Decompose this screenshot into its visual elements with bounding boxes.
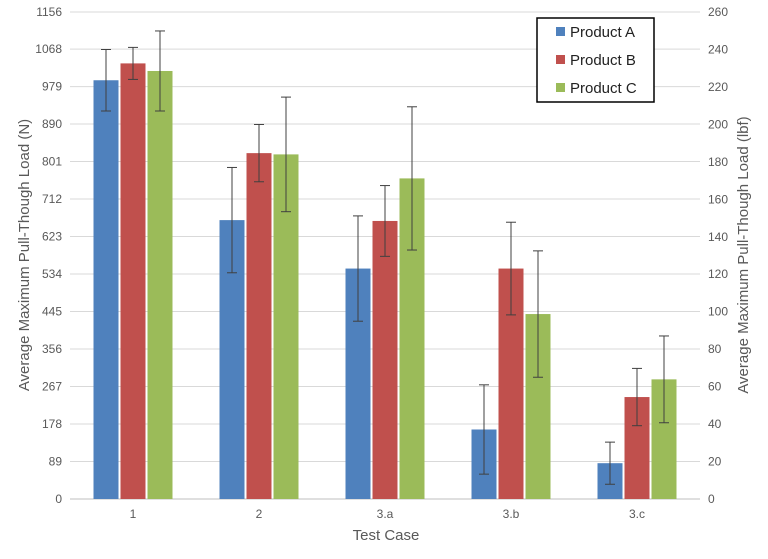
y-tick-label: 1068 [35, 42, 62, 56]
x-tick-label: 3.b [503, 507, 520, 521]
error-bar [506, 221, 516, 316]
x-axis-ticks: 1 2 3.a 3.b 3.c [130, 507, 645, 521]
error-bar [254, 123, 264, 183]
x-tick-label: 3.c [629, 507, 645, 521]
y2-tick-label: 60 [708, 380, 722, 394]
y2-tick-label: 200 [708, 117, 728, 131]
y-tick-label: 267 [42, 380, 62, 394]
y-axis-right-ticks: 0 20 40 60 80 100 120 140 160 180 200 220 240 260 [708, 5, 728, 506]
y2-tick-label: 80 [708, 342, 722, 356]
y-tick-label: 356 [42, 342, 62, 356]
y2-tick-label: 140 [708, 230, 728, 244]
bar [120, 63, 146, 500]
error-bar [659, 335, 669, 424]
legend: Product A Product B Product C [536, 17, 655, 103]
legend-swatch [556, 83, 565, 92]
y2-tick-label: 260 [708, 5, 728, 19]
y-tick-label: 534 [42, 267, 62, 281]
x-tick-label: 3.a [377, 507, 394, 521]
y-tick-label: 623 [42, 230, 62, 244]
error-bar [380, 185, 390, 257]
y2-tick-label: 20 [708, 455, 722, 469]
error-bar [605, 441, 615, 485]
y-tick-label: 890 [42, 117, 62, 131]
bar [372, 220, 398, 499]
y-tick-label: 979 [42, 80, 62, 94]
y-axis-title: Average Maximum Pull-Though Load (N) [16, 119, 33, 391]
error-bars-layer [101, 30, 669, 485]
y-tick-label: 801 [42, 155, 62, 169]
y2-tick-label: 40 [708, 417, 722, 431]
y-tick-label: 445 [42, 305, 62, 319]
x-tick-label: 1 [130, 507, 137, 521]
y2-tick-label: 100 [708, 305, 728, 319]
x-axis-title: Test Case [353, 527, 420, 544]
error-bar [533, 250, 543, 378]
y2-tick-label: 220 [708, 80, 728, 94]
y-axis-left-ticks: 0 89 178 267 356 445 534 623 712 801 890 979 1068 115… [35, 5, 62, 506]
y-tick-label: 0 [55, 492, 62, 506]
error-bar [407, 106, 417, 251]
legend-label: Product B [570, 52, 636, 69]
y2-tick-label: 180 [708, 155, 728, 169]
error-bar [632, 367, 642, 427]
y-tick-label: 178 [42, 417, 62, 431]
y2-axis-title: Average Maximum Pull-Though Load (lbf) [735, 116, 752, 393]
legend-swatch [556, 27, 565, 36]
error-bar [281, 96, 291, 213]
bar [246, 153, 272, 499]
y2-tick-label: 240 [708, 42, 728, 56]
y2-tick-label: 0 [708, 492, 715, 506]
y2-tick-label: 160 [708, 192, 728, 206]
bar [147, 70, 173, 499]
error-bar [101, 48, 111, 112]
x-tick-label: 2 [256, 507, 263, 521]
legend-swatch [556, 55, 565, 64]
error-bar [128, 46, 138, 80]
y-tick-label: 89 [49, 455, 63, 469]
y-tick-label: 1156 [36, 5, 62, 19]
legend-label: Product A [570, 24, 635, 41]
error-bar [479, 384, 489, 475]
y-tick-label: 712 [42, 192, 62, 206]
error-bar [155, 30, 165, 112]
y2-tick-label: 120 [708, 267, 728, 281]
error-bar [353, 215, 363, 322]
legend-label: Product C [570, 80, 637, 97]
error-bar [227, 166, 237, 274]
bar [93, 80, 119, 499]
bars-layer [93, 63, 677, 500]
